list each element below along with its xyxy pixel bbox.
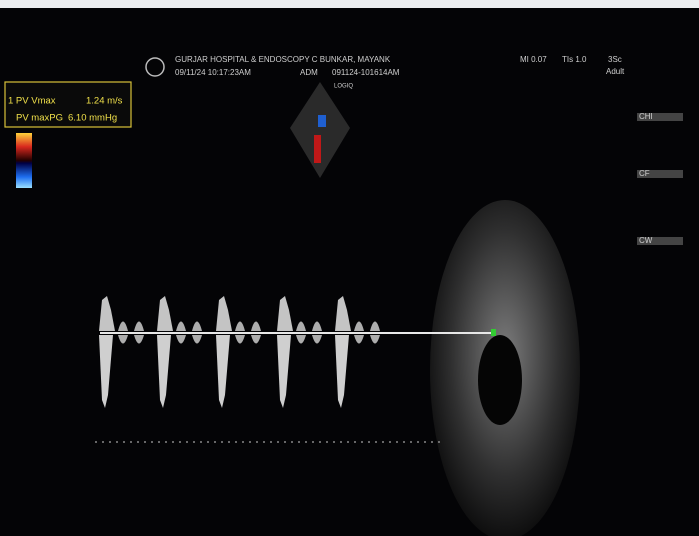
measure-label: PV maxPG — [16, 113, 63, 124]
ultrasound-screen: GURJAR HOSPITAL & ENDOSCOPY C BUNKAR, MA… — [0, 0, 699, 536]
measure-value: 1.24 m/s — [86, 96, 123, 107]
top-strip — [0, 0, 699, 8]
color-flow — [314, 135, 321, 163]
measure-value: 6.10 mmHg — [68, 113, 117, 124]
probe: 3Sc — [608, 55, 622, 64]
hospital: GURJAR HOSPITAL & ENDOSCOPY C BUNKAR, MA… — [175, 55, 391, 64]
tis: TIs 1.0 — [562, 55, 587, 64]
exam-id: 091124-101614AM — [332, 68, 400, 77]
section-title: CHI — [639, 112, 653, 121]
operator: ADM — [300, 68, 318, 77]
datetime: 09/11/24 10:17:23AM — [175, 68, 251, 77]
device: LOGIQ — [334, 84, 353, 90]
background-image-dark — [478, 335, 522, 425]
color-bar — [16, 133, 32, 188]
color-flow — [318, 115, 326, 127]
section-title: CF — [639, 169, 650, 178]
measure-label: 1 PV Vmax — [8, 96, 56, 107]
mi: MI 0.07 — [520, 55, 547, 64]
preset: Adult — [606, 67, 625, 76]
display: GURJAR HOSPITAL & ENDOSCOPY C BUNKAR, MA… — [0, 0, 699, 536]
section-title: CW — [639, 236, 653, 245]
cursor-marker — [491, 329, 496, 336]
